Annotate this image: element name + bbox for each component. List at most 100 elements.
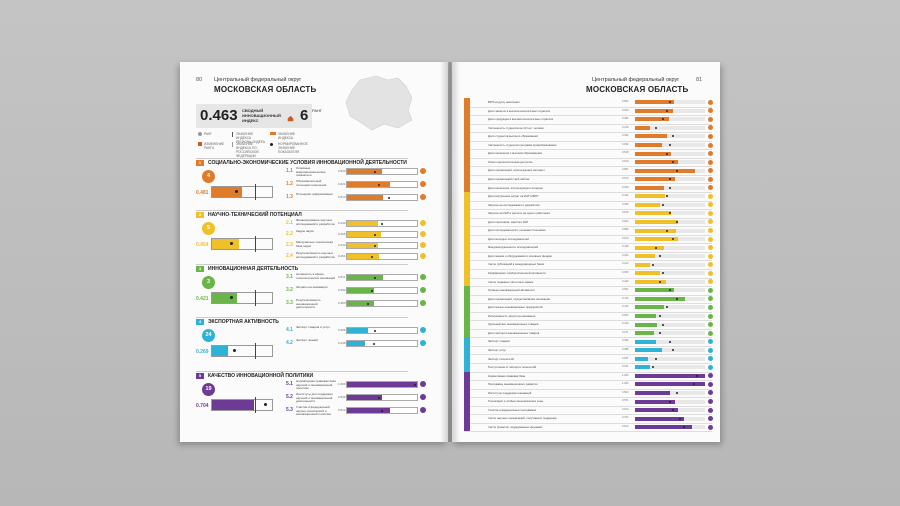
indicator-label: Число публикаций в международных базах: [488, 262, 545, 267]
table-row: Доля населения, использующего интернет 0.…: [464, 184, 713, 194]
subindex-rank-dot: [420, 180, 426, 187]
table-row: Число проектов, поддержанных фондами 0.81…: [464, 423, 713, 433]
indicator-bar: [635, 390, 705, 395]
indicator-bar: [635, 108, 705, 113]
indicator-label: Экспорт услуг: [488, 347, 507, 352]
indicator-bar-fill: [635, 296, 686, 301]
subindex-bar-fill: [347, 328, 368, 333]
indicator-label: Программы инновационного развития: [488, 382, 538, 387]
indicator-rank-dot: [708, 185, 713, 191]
subindex-bar: [346, 181, 418, 188]
indicator-label: Доля исследователей с учеными степенями: [488, 228, 546, 233]
indicator-bar: [635, 365, 705, 370]
indicator-bar: [635, 100, 705, 105]
subindex-rank-dot: [420, 299, 426, 306]
section-score: 0.704: [196, 403, 209, 409]
indicator-marker: [682, 426, 685, 429]
subindex-label: Экспорт товаров и услуг: [296, 325, 330, 329]
section-score-bar: [211, 184, 273, 200]
subindex-bar-fill: [347, 182, 391, 187]
subindex-marker: [387, 196, 390, 199]
left-page: 80 Центральный федеральный округ МОСКОВС…: [180, 62, 448, 442]
indicator-bar: [635, 194, 705, 199]
indicator-label: Уровень инновационной активности: [488, 288, 535, 293]
indicator-label: Доля продукции в высокотехнологичных отр…: [488, 117, 554, 122]
oblast-name: МОСКОВСКАЯ ОБЛАСТЬ: [214, 85, 317, 94]
subindex-bar-fill: [347, 288, 375, 293]
indicator-value: 0.296: [622, 339, 629, 343]
indicator-label: Экспорт товаров: [488, 339, 510, 344]
indicator-bar-fill: [635, 408, 678, 413]
indicator-rank-dot: [708, 116, 713, 122]
legend-rf-icon: [232, 142, 233, 147]
indicator-marker: [696, 374, 699, 377]
indicator-marker: [665, 152, 668, 155]
indicator-marker: [669, 400, 671, 403]
indicator-marker: [658, 315, 661, 318]
indicator-label: Доля молодых исследователей: [488, 236, 529, 241]
indicator-value: 0.574: [622, 176, 629, 180]
group-color-strip: [464, 192, 470, 287]
subindex-label: Активность в сфере технологических иннов…: [296, 272, 335, 280]
indicator-rank-dot: [708, 416, 713, 422]
indicator-bar-fill: [635, 322, 657, 327]
section-rank-badge: 5: [202, 222, 215, 235]
subindex-value: 0.500: [338, 395, 346, 399]
rank-house-icon: [287, 115, 294, 122]
indicator-bar: [635, 168, 705, 173]
subindex-code: 3.1: [286, 274, 293, 280]
table-row: Интенсивность затрат на инновации 0.305: [464, 312, 713, 322]
subindex-bar-fill: [347, 221, 378, 226]
subindex-bar-fill: [347, 275, 383, 280]
indicator-label: Технопарки и особые экономические зоны: [488, 399, 544, 404]
indicator-value: 0.610: [622, 159, 629, 163]
subindex-rank-dot: [420, 230, 426, 237]
subindex-label: Результативность инновационной деятельно…: [296, 298, 321, 310]
indicator-marker: [669, 144, 671, 147]
subindex-marker: [374, 329, 377, 332]
subindex-code: 3.3: [286, 300, 293, 306]
indicator-bar-fill: [635, 348, 663, 353]
section-number: 5: [196, 373, 204, 379]
subindex-marker: [370, 255, 373, 258]
indicator-marker: [672, 135, 675, 138]
table-row: Доля малых инновационных предприятий 0.41…: [464, 303, 713, 313]
indicator-bar-fill: [635, 108, 673, 113]
section-score: 0.269: [196, 349, 209, 355]
table-row: Доля населения с высшим образованием 0.51…: [464, 149, 713, 159]
indicator-value: 0.589: [622, 228, 629, 232]
table-row: Число научных организаций, получивших по…: [464, 414, 713, 424]
indicator-bar: [635, 408, 705, 413]
subindex-bar: [346, 394, 418, 401]
table-row: Число поданных патентных заявок 0.442: [464, 278, 713, 288]
legend-item: НОРМИРОВАННОЕ ЗНАЧЕНИЕ ПОКАЗАТЕЛЯ: [278, 142, 308, 154]
indicator-marker: [672, 161, 675, 164]
indicator-marker: [672, 349, 675, 352]
indicator-bar: [635, 348, 705, 353]
page-number-left: 80: [196, 77, 203, 83]
summary-index-value: 0.463: [200, 107, 238, 124]
subindex-bar: [346, 381, 418, 388]
section-header: 5 КАЧЕСТВО ИННОВАЦИОННОЙ ПОЛИТИКИ: [196, 371, 408, 379]
subindex-bar-fill: [347, 195, 383, 200]
indicator-marker: [652, 263, 654, 266]
section-score-marker: [263, 403, 267, 406]
indicator-bar-fill: [635, 425, 692, 430]
indicator-marker: [675, 391, 678, 394]
indicator-bar: [635, 177, 705, 182]
indicator-marker: [658, 332, 661, 335]
indicator-marker: [665, 306, 668, 309]
section-score-frame: [211, 238, 273, 250]
subindex-code: 2.3: [286, 242, 293, 248]
legend-value-icon: [270, 132, 276, 135]
indicator-bar: [635, 339, 705, 344]
subindex-rank-dot: [420, 219, 426, 226]
indicator-marker: [662, 118, 665, 121]
section-score-fill: [211, 345, 228, 357]
section-title: НАУЧНО-ТЕХНИЧЕСКИЙ ПОТЕНЦИАЛ: [208, 212, 302, 218]
table-row: Экспорт услуг 0.386: [464, 346, 713, 356]
subindex-bar: [346, 220, 418, 227]
section-header: 2 НАУЧНО-ТЕХНИЧЕСКИЙ ПОТЕНЦИАЛ: [196, 210, 408, 218]
indicator-rank-dot: [708, 108, 713, 114]
indicator-rank-dot: [708, 424, 713, 430]
